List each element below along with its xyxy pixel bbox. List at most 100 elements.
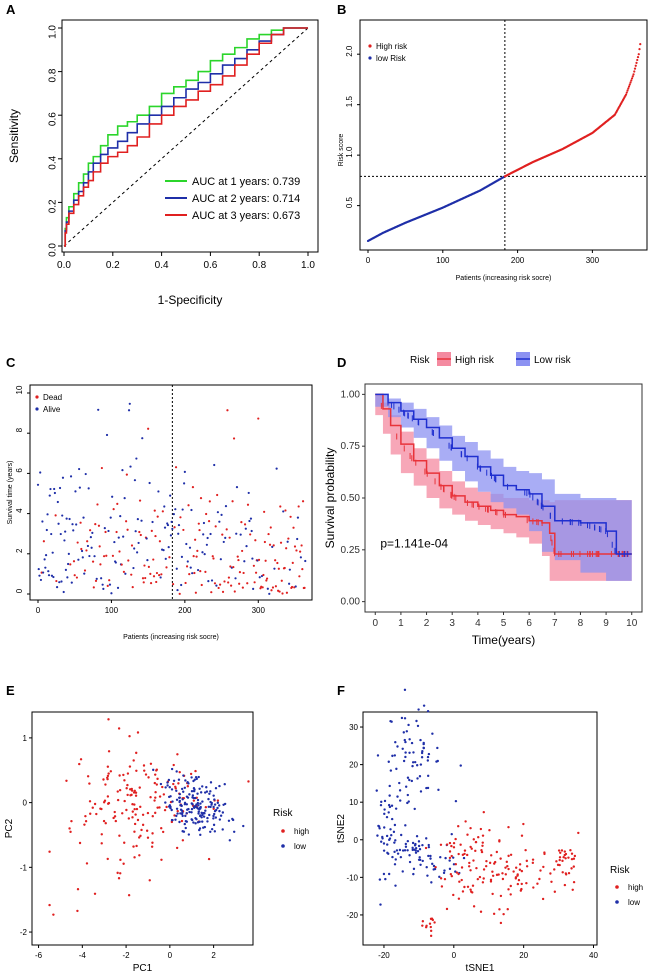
pca-point-high <box>85 862 89 865</box>
status-x-tick-label: 200 <box>178 606 192 615</box>
status-point-dead <box>172 582 175 586</box>
tsne-y-tick-label: 20 <box>349 761 358 770</box>
status-point-alive <box>202 521 206 525</box>
status-point-alive <box>133 547 136 550</box>
pca-point-low <box>223 782 226 786</box>
status-point-alive <box>82 516 85 519</box>
tsne-point-low <box>385 815 389 819</box>
pca-point-high <box>162 793 166 796</box>
pca-point-low <box>187 807 190 811</box>
status-point-alive <box>169 534 172 537</box>
tsne-point-high <box>466 833 469 836</box>
status-point-dead <box>280 579 283 582</box>
risk-point-high <box>635 61 638 64</box>
pca-point-high <box>189 772 193 776</box>
status-point-dead <box>89 529 92 532</box>
status-point-dead <box>279 505 282 508</box>
pca-point-high <box>122 862 125 865</box>
tsne-point-high <box>532 886 535 889</box>
panel-letter-f: F <box>337 683 345 698</box>
pca-point-high <box>154 796 157 799</box>
pca-point-low <box>194 816 197 820</box>
status-point-dead <box>226 409 229 412</box>
km-curve-high <box>375 393 632 555</box>
pca-point-low <box>187 833 191 836</box>
pca-point-low <box>194 805 197 808</box>
status-point-dead <box>207 520 211 523</box>
status-point-dead <box>211 555 214 558</box>
status-point-alive <box>183 470 186 473</box>
tsne-point-high <box>573 854 577 858</box>
status-legend-dot <box>35 395 39 399</box>
status-point-dead <box>264 559 267 562</box>
tsne-point-low <box>382 872 386 876</box>
tsne-point-high <box>539 869 542 872</box>
status-point-alive <box>113 540 116 544</box>
tsne-point-high <box>541 897 545 901</box>
risk-x-axis-title: Patients (increasing risk socre) <box>456 275 552 282</box>
status-point-alive <box>136 551 139 554</box>
pca-point-high <box>113 810 116 814</box>
status-point-alive <box>124 572 127 575</box>
tsne-point-low <box>408 751 411 754</box>
pca-point-low <box>209 790 212 793</box>
tsne-point-high <box>507 825 510 829</box>
pca-point-low <box>219 814 223 817</box>
pca-point-low <box>196 798 200 802</box>
roc-x-axis-title: 1-Specificity <box>158 293 223 307</box>
pca-point-low <box>213 830 217 833</box>
tsne-point-high <box>561 859 564 863</box>
status-point-dead <box>191 485 195 489</box>
pca-point-high <box>112 816 115 820</box>
pca-point-high <box>133 822 137 826</box>
risk-point-high <box>626 89 629 92</box>
km-x-tick-label: 6 <box>526 618 532 629</box>
pca-point-high <box>136 731 140 734</box>
pca-point-high <box>131 803 134 806</box>
pca-point-low <box>184 814 187 818</box>
pca-point-high <box>114 819 118 823</box>
pca-point-high <box>146 811 150 815</box>
tsne-point-low <box>414 851 418 854</box>
tsne-point-high <box>488 861 492 865</box>
tsne-point-low <box>394 741 397 744</box>
tsne-point-low <box>410 779 414 783</box>
tsne-legend-label: low <box>628 898 640 907</box>
tsne-point-low <box>450 832 453 836</box>
tsne-point-low <box>436 746 439 750</box>
pca-point-low <box>183 786 187 790</box>
status-point-alive <box>249 517 253 520</box>
tsne-point-low <box>427 843 430 847</box>
status-point-dead <box>125 520 128 523</box>
pca-point-low <box>217 804 221 807</box>
tsne-point-high <box>499 857 502 860</box>
pca-point-low <box>202 815 206 818</box>
pca-point-high <box>121 812 124 815</box>
tsne-point-high <box>450 844 453 848</box>
tsne-point-low <box>406 849 409 852</box>
km-x-tick-label: 3 <box>449 618 455 629</box>
status-point-dead <box>115 530 118 534</box>
tsne-point-high <box>474 840 478 844</box>
status-point-alive <box>48 494 51 497</box>
risk-x-tick-label: 0 <box>366 256 371 265</box>
tsne-point-high <box>463 852 466 856</box>
pca-point-high <box>129 794 132 797</box>
pca-point-high <box>176 753 179 756</box>
tsne-point-low <box>384 877 387 881</box>
status-point-alive <box>247 491 250 495</box>
pca-point-high <box>141 813 145 817</box>
tsne-point-high <box>516 882 520 886</box>
roc-x-tick-label: 0.6 <box>203 260 217 271</box>
status-point-alive <box>41 520 44 523</box>
tsne-point-high <box>558 863 561 867</box>
pca-point-low <box>203 791 207 794</box>
tsne-point-low <box>425 866 428 869</box>
risk-point-high <box>636 55 640 59</box>
status-point-alive <box>224 536 227 539</box>
status-point-dead <box>233 590 236 593</box>
pca-point-high <box>52 913 55 916</box>
tsne-point-high <box>570 857 574 861</box>
pca-x-tick-label: -6 <box>35 951 43 960</box>
risk-point-high <box>638 48 641 51</box>
